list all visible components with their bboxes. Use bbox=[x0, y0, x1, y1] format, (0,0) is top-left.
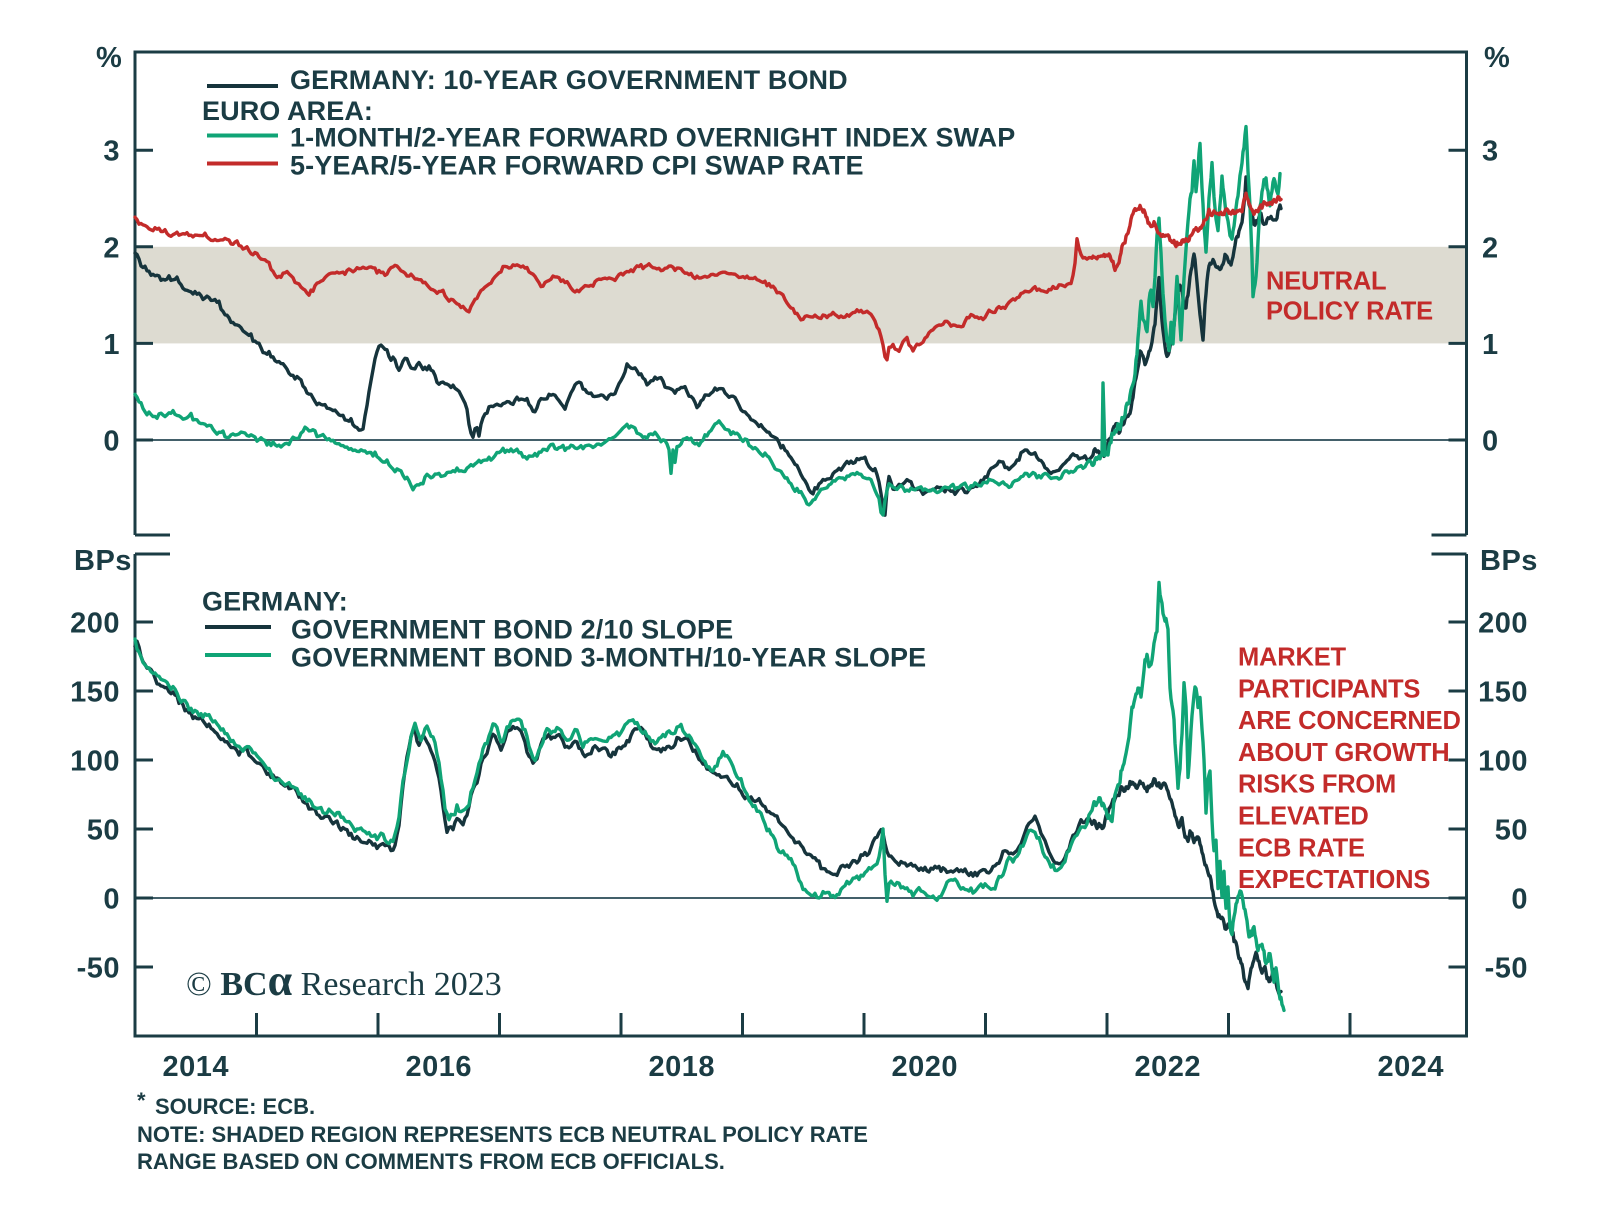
svg-text:50: 50 bbox=[87, 815, 120, 847]
svg-text:5-YEAR/5-YEAR FORWARD CPI SWAP: 5-YEAR/5-YEAR FORWARD CPI SWAP RATE bbox=[290, 151, 864, 181]
svg-text:%: % bbox=[1484, 42, 1510, 74]
svg-text:PARTICIPANTS: PARTICIPANTS bbox=[1238, 675, 1420, 703]
svg-text:2016: 2016 bbox=[406, 1051, 473, 1083]
svg-text:NEUTRAL: NEUTRAL bbox=[1266, 268, 1386, 296]
svg-text:100: 100 bbox=[70, 746, 120, 778]
svg-text:1: 1 bbox=[1482, 329, 1499, 361]
svg-text:50: 50 bbox=[1495, 815, 1528, 847]
svg-text:0: 0 bbox=[103, 884, 120, 916]
svg-text:2: 2 bbox=[1482, 232, 1499, 264]
svg-text:GOVERNMENT BOND 3-MONTH/10-YEA: GOVERNMENT BOND 3-MONTH/10-YEAR SLOPE bbox=[291, 643, 926, 673]
svg-text:1: 1 bbox=[103, 329, 120, 361]
svg-text:RISKS FROM: RISKS FROM bbox=[1238, 771, 1396, 799]
svg-text:%: % bbox=[96, 42, 122, 74]
svg-text:150: 150 bbox=[70, 677, 120, 709]
svg-text:2014: 2014 bbox=[163, 1051, 230, 1083]
svg-text:3: 3 bbox=[103, 136, 120, 168]
svg-text:2022: 2022 bbox=[1135, 1051, 1202, 1083]
svg-text:0: 0 bbox=[103, 426, 120, 458]
svg-text:GERMANY: 10-YEAR GOVERNMENT BO: GERMANY: 10-YEAR GOVERNMENT BOND bbox=[290, 65, 848, 95]
svg-text:3: 3 bbox=[1482, 136, 1499, 168]
svg-text:MARKET: MARKET bbox=[1238, 644, 1346, 672]
svg-text:150: 150 bbox=[1478, 677, 1528, 709]
svg-text:2020: 2020 bbox=[892, 1051, 959, 1083]
svg-text:200: 200 bbox=[70, 608, 120, 640]
svg-text:1-MONTH/2-YEAR FORWARD OVERNIG: 1-MONTH/2-YEAR FORWARD OVERNIGHT INDEX S… bbox=[290, 123, 1015, 153]
svg-text:GERMANY:: GERMANY: bbox=[202, 587, 348, 617]
svg-text:POLICY RATE: POLICY RATE bbox=[1266, 298, 1433, 326]
svg-text:RANGE BASED ON COMMENTS FROM E: RANGE BASED ON COMMENTS FROM ECB OFFICIA… bbox=[137, 1149, 725, 1174]
svg-text:ELEVATED: ELEVATED bbox=[1238, 803, 1369, 831]
svg-text:BPs: BPs bbox=[1480, 545, 1538, 577]
svg-text:ECB RATE: ECB RATE bbox=[1238, 834, 1365, 862]
svg-text:SOURCE: ECB.: SOURCE: ECB. bbox=[155, 1094, 315, 1119]
svg-text:-50: -50 bbox=[77, 953, 120, 985]
svg-text:-50: -50 bbox=[1485, 953, 1528, 985]
svg-text:100: 100 bbox=[1478, 746, 1528, 778]
svg-text:GOVERNMENT BOND 2/10 SLOPE: GOVERNMENT BOND 2/10 SLOPE bbox=[291, 615, 733, 645]
svg-text:2: 2 bbox=[103, 232, 120, 264]
svg-text:*: * bbox=[137, 1088, 146, 1113]
svg-text:BPs: BPs bbox=[74, 545, 132, 577]
svg-text:ARE CONCERNED: ARE CONCERNED bbox=[1238, 707, 1461, 735]
svg-text:2018: 2018 bbox=[649, 1051, 716, 1083]
svg-text:EURO AREA:: EURO AREA: bbox=[202, 96, 373, 126]
svg-text:0: 0 bbox=[1482, 426, 1499, 458]
svg-text:200: 200 bbox=[1478, 608, 1528, 640]
svg-text:NOTE: SHADED REGION REPRESENTS: NOTE: SHADED REGION REPRESENTS ECB NEUTR… bbox=[137, 1122, 868, 1147]
svg-text:ABOUT GROWTH: ABOUT GROWTH bbox=[1238, 739, 1450, 767]
svg-text:EXPECTATIONS: EXPECTATIONS bbox=[1238, 866, 1430, 894]
svg-text:0: 0 bbox=[1511, 884, 1528, 916]
svg-text:2024: 2024 bbox=[1378, 1051, 1445, 1083]
